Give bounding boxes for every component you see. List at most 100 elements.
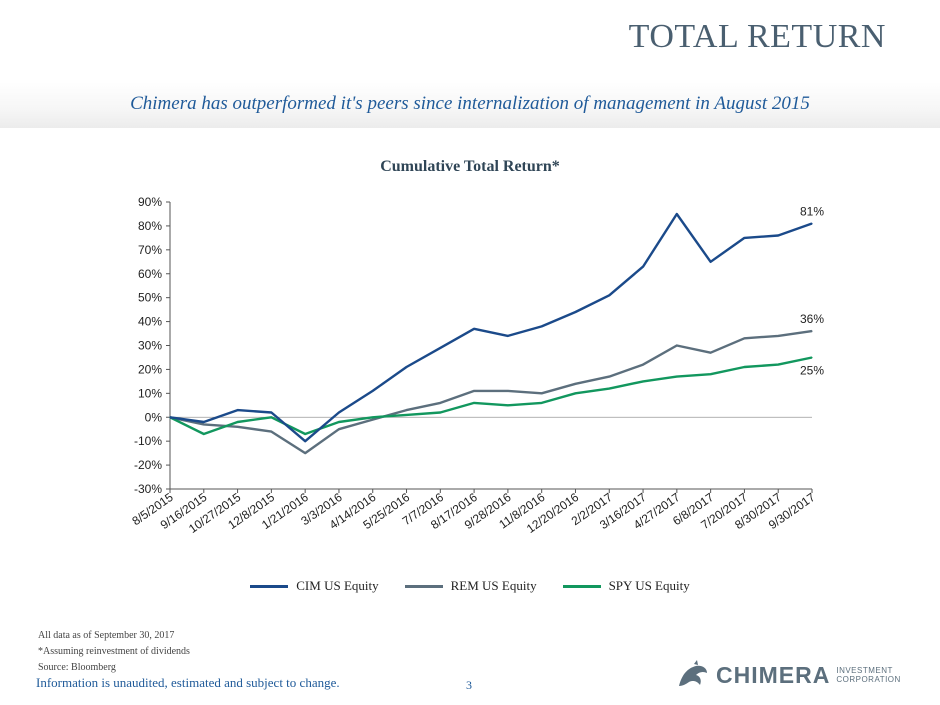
y-tick-label: 60% [138,267,162,281]
data-point-rem [541,392,543,394]
data-point-rem [439,402,441,404]
data-point-rem [473,390,475,392]
data-point-spy [608,387,610,390]
data-point-cim [743,237,746,239]
data-point-spy [338,421,340,423]
data-point-spy [574,392,577,394]
data-point-cim [372,390,374,392]
end-label-rem: 36% [800,312,824,326]
data-point-spy [203,433,205,435]
logo-subtext-line2: CORPORATION [836,675,901,684]
data-point-cim [608,294,610,296]
chart-title: Cumulative Total Return* [380,158,560,175]
y-tick-label: 0% [145,410,163,424]
legend-swatch-cim [250,584,289,588]
end-label-cim: 81% [800,205,824,219]
legend-item-cim: CIM US Equity [250,578,379,594]
data-point-spy [777,364,779,366]
data-point-cim [811,222,813,225]
data-point-spy [372,416,374,418]
y-tick-label: 80% [138,219,162,233]
page-number: 3 [466,678,472,692]
data-point-spy [541,402,543,404]
data-point-cim [574,311,577,313]
y-tick-label: -30% [134,482,162,496]
chart-legend: CIM US Equity REM US Equity SPY US Equit… [0,578,940,594]
logo-subtext: INVESTMENT CORPORATION [836,666,900,684]
y-tick-label: 90% [138,195,162,209]
chimera-emblem-icon [679,660,707,686]
data-point-spy [676,375,678,378]
logo-wordmark: CHIMERA [716,661,831,688]
data-point-rem [574,383,577,385]
data-point-cim [236,409,239,411]
page-title: TOTAL RETURN [628,18,886,55]
y-tick-label: 50% [138,291,162,305]
series-line-spy [169,356,813,436]
data-point-spy [811,356,813,359]
end-label-spy: 25% [800,363,824,377]
legend-swatch-rem [404,584,443,588]
data-point-cim [203,421,205,423]
data-point-cim [439,347,441,349]
data-point-rem [203,423,205,426]
disclaimer: Information is unaudited, estimated and … [36,675,340,690]
footnote-dividends: *Assuming reinvestment of dividends [38,646,190,657]
legend-item-rem: REM US Equity [404,578,537,594]
data-point-rem [236,426,239,428]
data-point-spy [710,373,712,375]
data-point-rem [676,344,678,347]
y-tick-label: -10% [134,434,162,448]
data-point-rem [777,335,779,337]
data-point-cim [270,411,272,414]
y-tick-label: 30% [138,339,162,353]
data-point-spy [642,380,644,382]
y-tick-label: 10% [138,386,162,400]
subtitle-band [0,82,940,128]
data-point-rem [608,375,610,378]
series-line-rem [169,329,813,455]
y-tick-label: 40% [138,315,162,329]
data-point-cim [777,234,779,237]
data-point-rem [270,431,272,433]
data-point-cim [642,265,644,268]
company-logo: CHIMERA INVESTMENT CORPORATION [676,660,901,690]
data-point-rem [710,352,712,354]
data-point-cim [541,325,543,327]
series-line-cim [169,212,813,443]
logo-subtext-line1: INVESTMENT [836,666,893,675]
data-point-rem [405,409,408,411]
y-tick-label: 70% [138,243,162,257]
data-point-rem [507,390,509,392]
data-point-cim [507,335,509,337]
legend-label-rem: REM US Equity [450,578,537,593]
data-point-cim [169,416,171,418]
footnotes: All data as of September 30, 2017 *Assum… [38,628,190,676]
data-point-spy [507,404,509,406]
data-point-spy [473,402,475,404]
legend-label-spy: SPY US Equity [608,578,690,593]
data-point-rem [642,364,644,366]
data-point-cim [338,411,340,414]
data-point-rem [372,419,374,421]
data-point-spy [743,366,746,368]
data-point-rem [743,337,746,339]
data-point-cim [710,261,712,263]
data-point-cim [676,213,678,215]
legend-label-cim: CIM US Equity [296,578,379,593]
data-point-cim [405,366,408,368]
data-point-spy [405,414,408,416]
y-tick-label: 20% [138,362,162,376]
data-point-spy [270,416,272,418]
y-tick-label: -20% [134,458,162,472]
data-point-rem [811,330,813,332]
data-point-cim [304,440,306,442]
legend-item-spy: SPY US Equity [562,578,690,594]
data-point-rem [304,452,306,454]
footnote-source: Source: Bloomberg [38,662,116,673]
data-point-spy [304,433,306,435]
footnote-data-date: All data as of September 30, 2017 [38,630,175,641]
legend-swatch-spy [562,584,601,588]
subtitle: Chimera has outperformed it's peers sinc… [130,93,810,114]
